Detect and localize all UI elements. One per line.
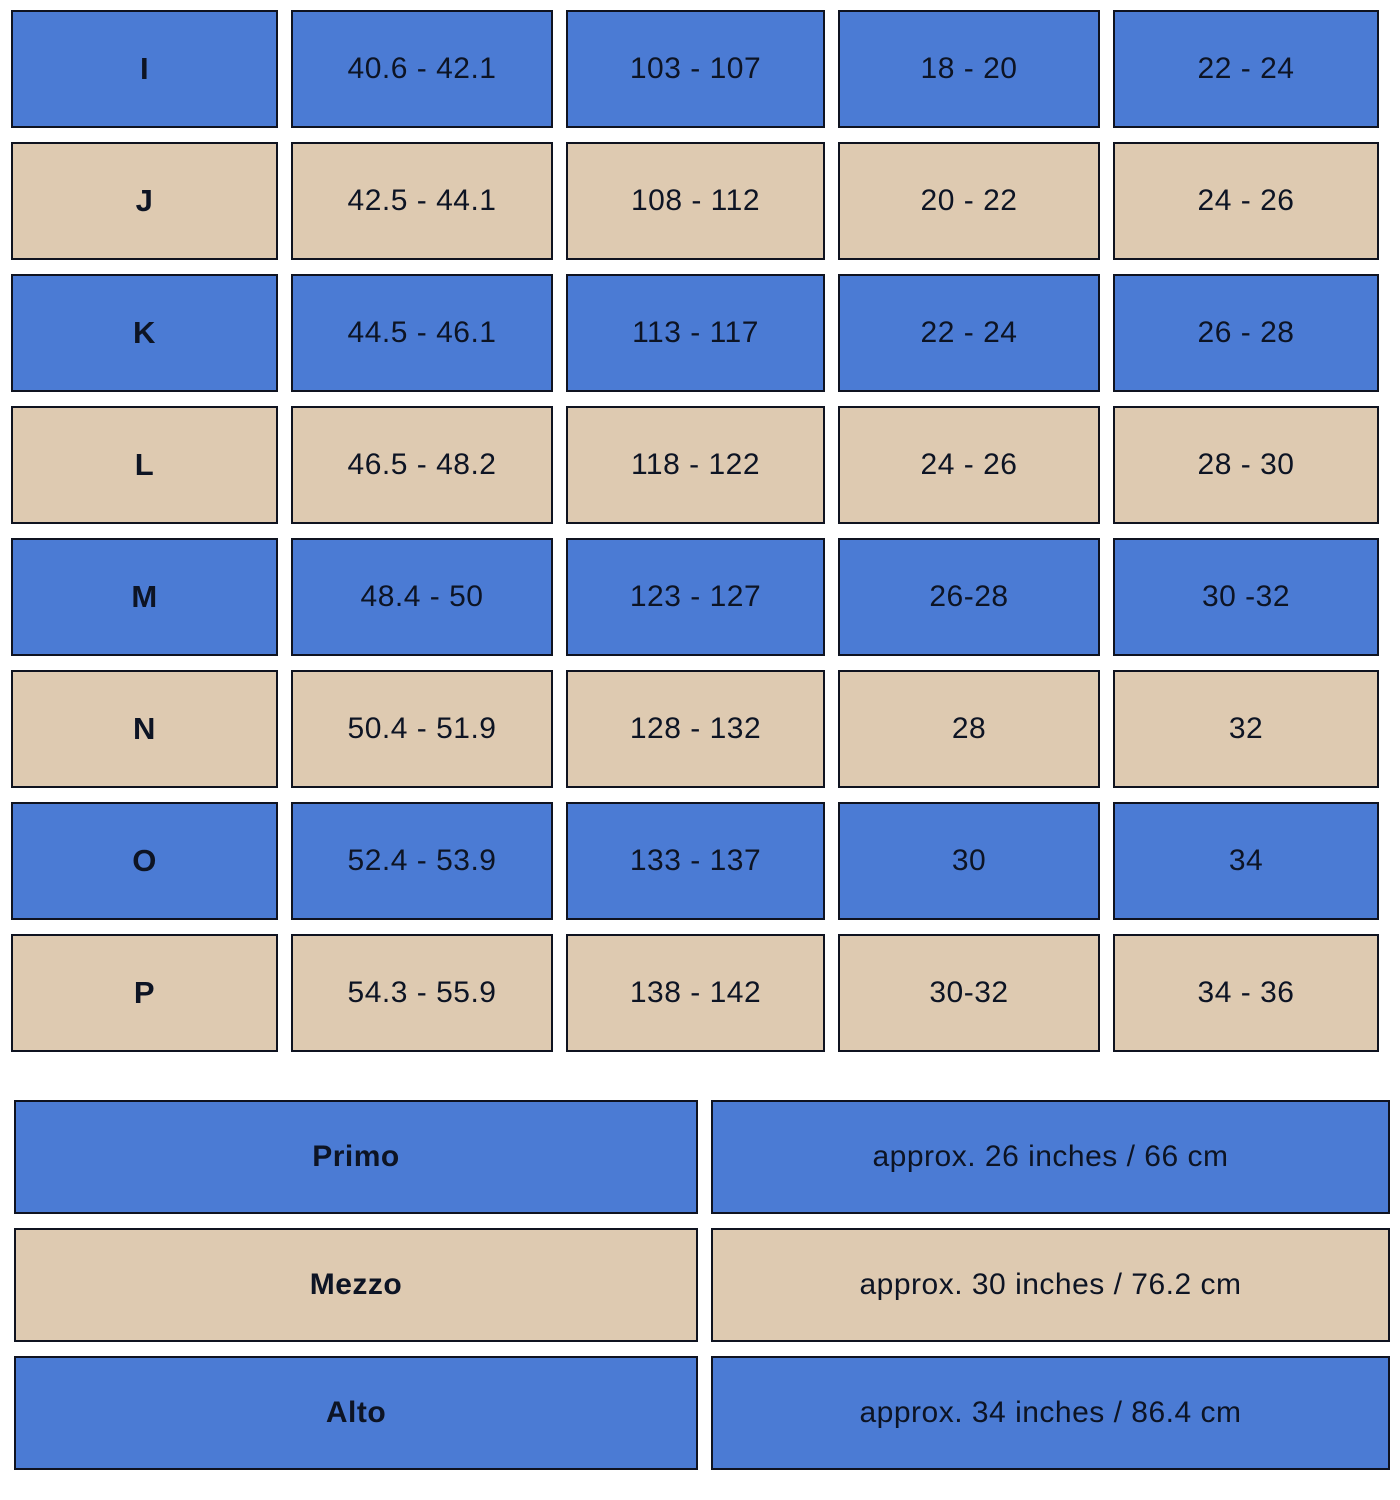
length-label-cell: Alto — [14, 1356, 698, 1470]
size-value-cell: 123 - 127 — [566, 538, 825, 656]
size-label-cell: P — [11, 934, 278, 1052]
size-value-cell: 28 — [838, 670, 1100, 788]
size-label-cell: I — [11, 10, 278, 128]
size-value-cell: 50.4 - 51.9 — [291, 670, 553, 788]
size-value-cell: 34 — [1113, 802, 1379, 920]
size-value-cell: 24 - 26 — [1113, 142, 1379, 260]
length-label-cell: Primo — [14, 1100, 698, 1214]
size-value-cell: 40.6 - 42.1 — [291, 10, 553, 128]
size-value-cell: 28 - 30 — [1113, 406, 1379, 524]
size-value-cell: 48.4 - 50 — [291, 538, 553, 656]
length-value-cell: approx. 26 inches / 66 cm — [711, 1100, 1390, 1214]
size-label-cell: L — [11, 406, 278, 524]
size-value-cell: 20 - 22 — [838, 142, 1100, 260]
size-value-cell: 128 - 132 — [566, 670, 825, 788]
length-table: Primo approx. 26 inches / 66 cm Mezzo ap… — [14, 1100, 1390, 1470]
size-value-cell: 30 — [838, 802, 1100, 920]
length-label-cell: Mezzo — [14, 1228, 698, 1342]
size-label-cell: O — [11, 802, 278, 920]
size-value-cell: 118 - 122 — [566, 406, 825, 524]
size-label-cell: M — [11, 538, 278, 656]
length-value-cell: approx. 30 inches / 76.2 cm — [711, 1228, 1390, 1342]
size-value-cell: 22 - 24 — [838, 274, 1100, 392]
size-value-cell: 32 — [1113, 670, 1379, 788]
size-value-cell: 18 - 20 — [838, 10, 1100, 128]
length-value-cell: approx. 34 inches / 86.4 cm — [711, 1356, 1390, 1470]
size-table: I 40.6 - 42.1 103 - 107 18 - 20 22 - 24 … — [11, 10, 1379, 1052]
size-value-cell: 26 - 28 — [1113, 274, 1379, 392]
size-value-cell: 30-32 — [838, 934, 1100, 1052]
size-value-cell: 138 - 142 — [566, 934, 825, 1052]
size-value-cell: 54.3 - 55.9 — [291, 934, 553, 1052]
size-value-cell: 30 -32 — [1113, 538, 1379, 656]
size-value-cell: 24 - 26 — [838, 406, 1100, 524]
size-value-cell: 52.4 - 53.9 — [291, 802, 553, 920]
size-value-cell: 42.5 - 44.1 — [291, 142, 553, 260]
size-value-cell: 46.5 - 48.2 — [291, 406, 553, 524]
size-value-cell: 133 - 137 — [566, 802, 825, 920]
size-label-cell: J — [11, 142, 278, 260]
size-value-cell: 34 - 36 — [1113, 934, 1379, 1052]
size-value-cell: 103 - 107 — [566, 10, 825, 128]
size-value-cell: 26-28 — [838, 538, 1100, 656]
size-label-cell: K — [11, 274, 278, 392]
size-value-cell: 22 - 24 — [1113, 10, 1379, 128]
size-label-cell: N — [11, 670, 278, 788]
size-value-cell: 108 - 112 — [566, 142, 825, 260]
size-value-cell: 44.5 - 46.1 — [291, 274, 553, 392]
size-value-cell: 113 - 117 — [566, 274, 825, 392]
